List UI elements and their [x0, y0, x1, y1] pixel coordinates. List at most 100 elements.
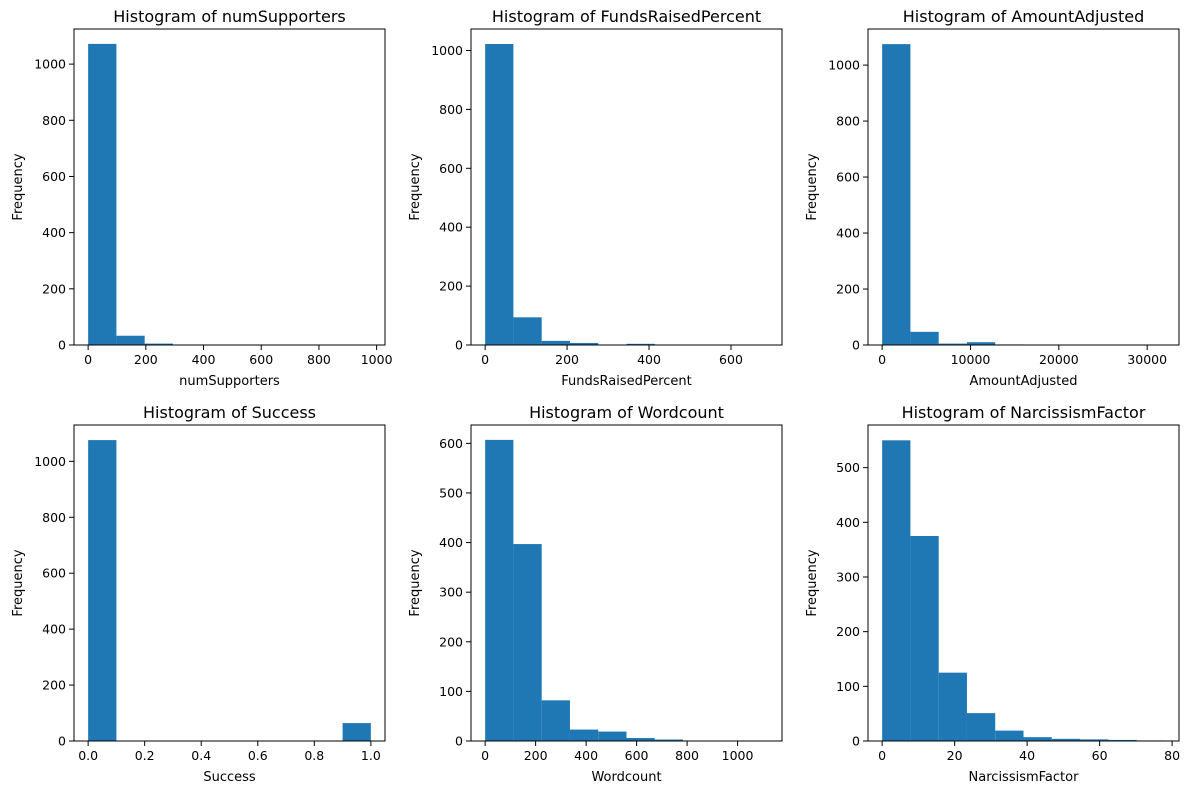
y-tick-label: 400	[42, 225, 66, 240]
y-tick-label: 200	[439, 279, 463, 294]
x-tick-label: 20	[947, 748, 963, 763]
x-tick-label: 1000	[722, 748, 754, 763]
x-tick-label: 200	[134, 352, 158, 367]
histogram-bar	[485, 439, 514, 741]
x-tick-label: 400	[574, 748, 598, 763]
x-tick-label: 600	[719, 352, 743, 367]
histogram-bar	[513, 317, 542, 345]
histogram-bar	[541, 700, 570, 741]
y-tick-label: 600	[42, 566, 66, 581]
y-tick-label: 200	[42, 281, 66, 296]
histogram-bar	[1108, 739, 1137, 741]
histogram-bar	[626, 343, 655, 345]
histogram-bar	[910, 535, 939, 741]
histogram-bar	[88, 43, 117, 345]
histogram-bar	[654, 739, 684, 741]
y-tick-label: 1000	[34, 454, 66, 469]
histogram-bar	[626, 738, 655, 741]
subplot-5: 0 200 400 600 800 1000 0 100 200 300 400 500 600 Hist…	[408, 403, 783, 785]
histogram-bar	[995, 730, 1024, 741]
x-tick-label: 0	[481, 748, 489, 763]
y-tick-label: 400	[439, 220, 463, 235]
y-tick-label: 0	[58, 734, 66, 749]
histogram-bar	[1080, 739, 1109, 741]
y-tick-label: 600	[439, 436, 463, 451]
y-tick-label: 500	[439, 485, 463, 500]
axes-frame	[470, 28, 783, 346]
y-tick-label: 800	[836, 114, 860, 129]
x-tick-label: 0.4	[191, 748, 211, 763]
y-tick-label: 800	[439, 102, 463, 117]
subplot-3: 0 10000 20000 30000 0 200 400 600 800 1000 Histogr…	[805, 7, 1180, 389]
x-tick-label: 0.6	[248, 748, 268, 763]
histogram-bar	[1051, 738, 1081, 741]
y-tick-label: 200	[439, 634, 463, 649]
x-tick-label: 600	[625, 748, 649, 763]
subplot-1: 0 200 400 600 800 1000 0 200 400 600 800 1000 Histog…	[11, 7, 393, 389]
y-tick-label: 300	[836, 569, 860, 584]
x-tick-label: 60	[1092, 748, 1108, 763]
y-tick-label: 800	[42, 510, 66, 525]
histogram-bar	[541, 340, 570, 345]
x-tick-label: 0.2	[135, 748, 155, 763]
x-tick-label: 0	[481, 352, 489, 367]
histogram-bar	[88, 440, 117, 741]
x-tick-label: 600	[249, 352, 273, 367]
y-tick-label: 1000	[828, 58, 860, 73]
histogram-bar	[882, 44, 911, 346]
y-tick-label: 400	[439, 535, 463, 550]
x-axis-label: Success	[203, 770, 256, 785]
x-tick-label: 30000	[1127, 352, 1167, 367]
y-tick-label: 500	[836, 460, 860, 475]
x-tick-label: 400	[192, 352, 216, 367]
subplot-title: Histogram of NarcissismFactor	[902, 403, 1146, 422]
subplot-4: 0.0 0.2 0.4 0.6 0.8 1.0 0 200 400 600 800 1000 Histo…	[11, 403, 386, 785]
x-tick-label: 1000	[361, 352, 393, 367]
histogram-bar	[569, 342, 599, 345]
x-tick-label: 10000	[951, 352, 991, 367]
x-tick-label: 80	[1164, 748, 1180, 763]
y-tick-label: 200	[836, 282, 860, 297]
x-axis-label: numSupporters	[179, 374, 280, 389]
y-tick-label: 600	[42, 169, 66, 184]
subplot-title: Histogram of Wordcount	[529, 403, 724, 422]
y-tick-label: 800	[42, 113, 66, 128]
y-tick-label: 1000	[431, 43, 463, 58]
subplot-title: Histogram of AmountAdjusted	[903, 7, 1144, 26]
histogram-bar	[144, 343, 173, 345]
y-tick-label: 400	[836, 515, 860, 530]
histogram-bar	[598, 731, 627, 741]
x-tick-label: 200	[555, 352, 579, 367]
x-axis-label: Wordcount	[591, 770, 661, 785]
subplot-2: 0 200 400 600 0 200 400 600 800 1000 Histogram of …	[408, 7, 783, 389]
histogram-bar	[485, 44, 514, 346]
x-tick-label: 400	[637, 352, 661, 367]
y-tick-label: 400	[42, 622, 66, 637]
x-axis-label: NarcissismFactor	[969, 770, 1080, 785]
x-tick-label: 200	[524, 748, 548, 763]
y-tick-label: 600	[439, 161, 463, 176]
x-tick-label: 40	[1019, 748, 1035, 763]
y-tick-label: 100	[439, 684, 463, 699]
y-tick-label: 0	[455, 734, 463, 749]
x-axis-label: AmountAdjusted	[970, 374, 1078, 389]
y-axis-label: Frequency	[11, 549, 26, 616]
y-tick-label: 400	[836, 226, 860, 241]
y-tick-label: 100	[836, 679, 860, 694]
subplot-title: Histogram of Success	[143, 403, 316, 422]
histogram-bar	[966, 713, 996, 741]
histogram-bar	[966, 342, 996, 345]
subplot-title: Histogram of FundsRaisedPercent	[492, 7, 761, 26]
axes-frame	[73, 424, 386, 742]
y-tick-label: 300	[439, 585, 463, 600]
x-tick-label: 1.0	[361, 748, 381, 763]
y-tick-label: 0	[852, 338, 860, 353]
subplot-title: Histogram of numSupporters	[113, 7, 345, 26]
y-tick-label: 600	[836, 170, 860, 185]
y-tick-label: 1000	[34, 57, 66, 72]
histogram-bar	[1023, 737, 1052, 741]
y-axis-label: Frequency	[408, 153, 423, 220]
x-tick-label: 0.8	[304, 748, 324, 763]
y-tick-label: 0	[455, 338, 463, 353]
